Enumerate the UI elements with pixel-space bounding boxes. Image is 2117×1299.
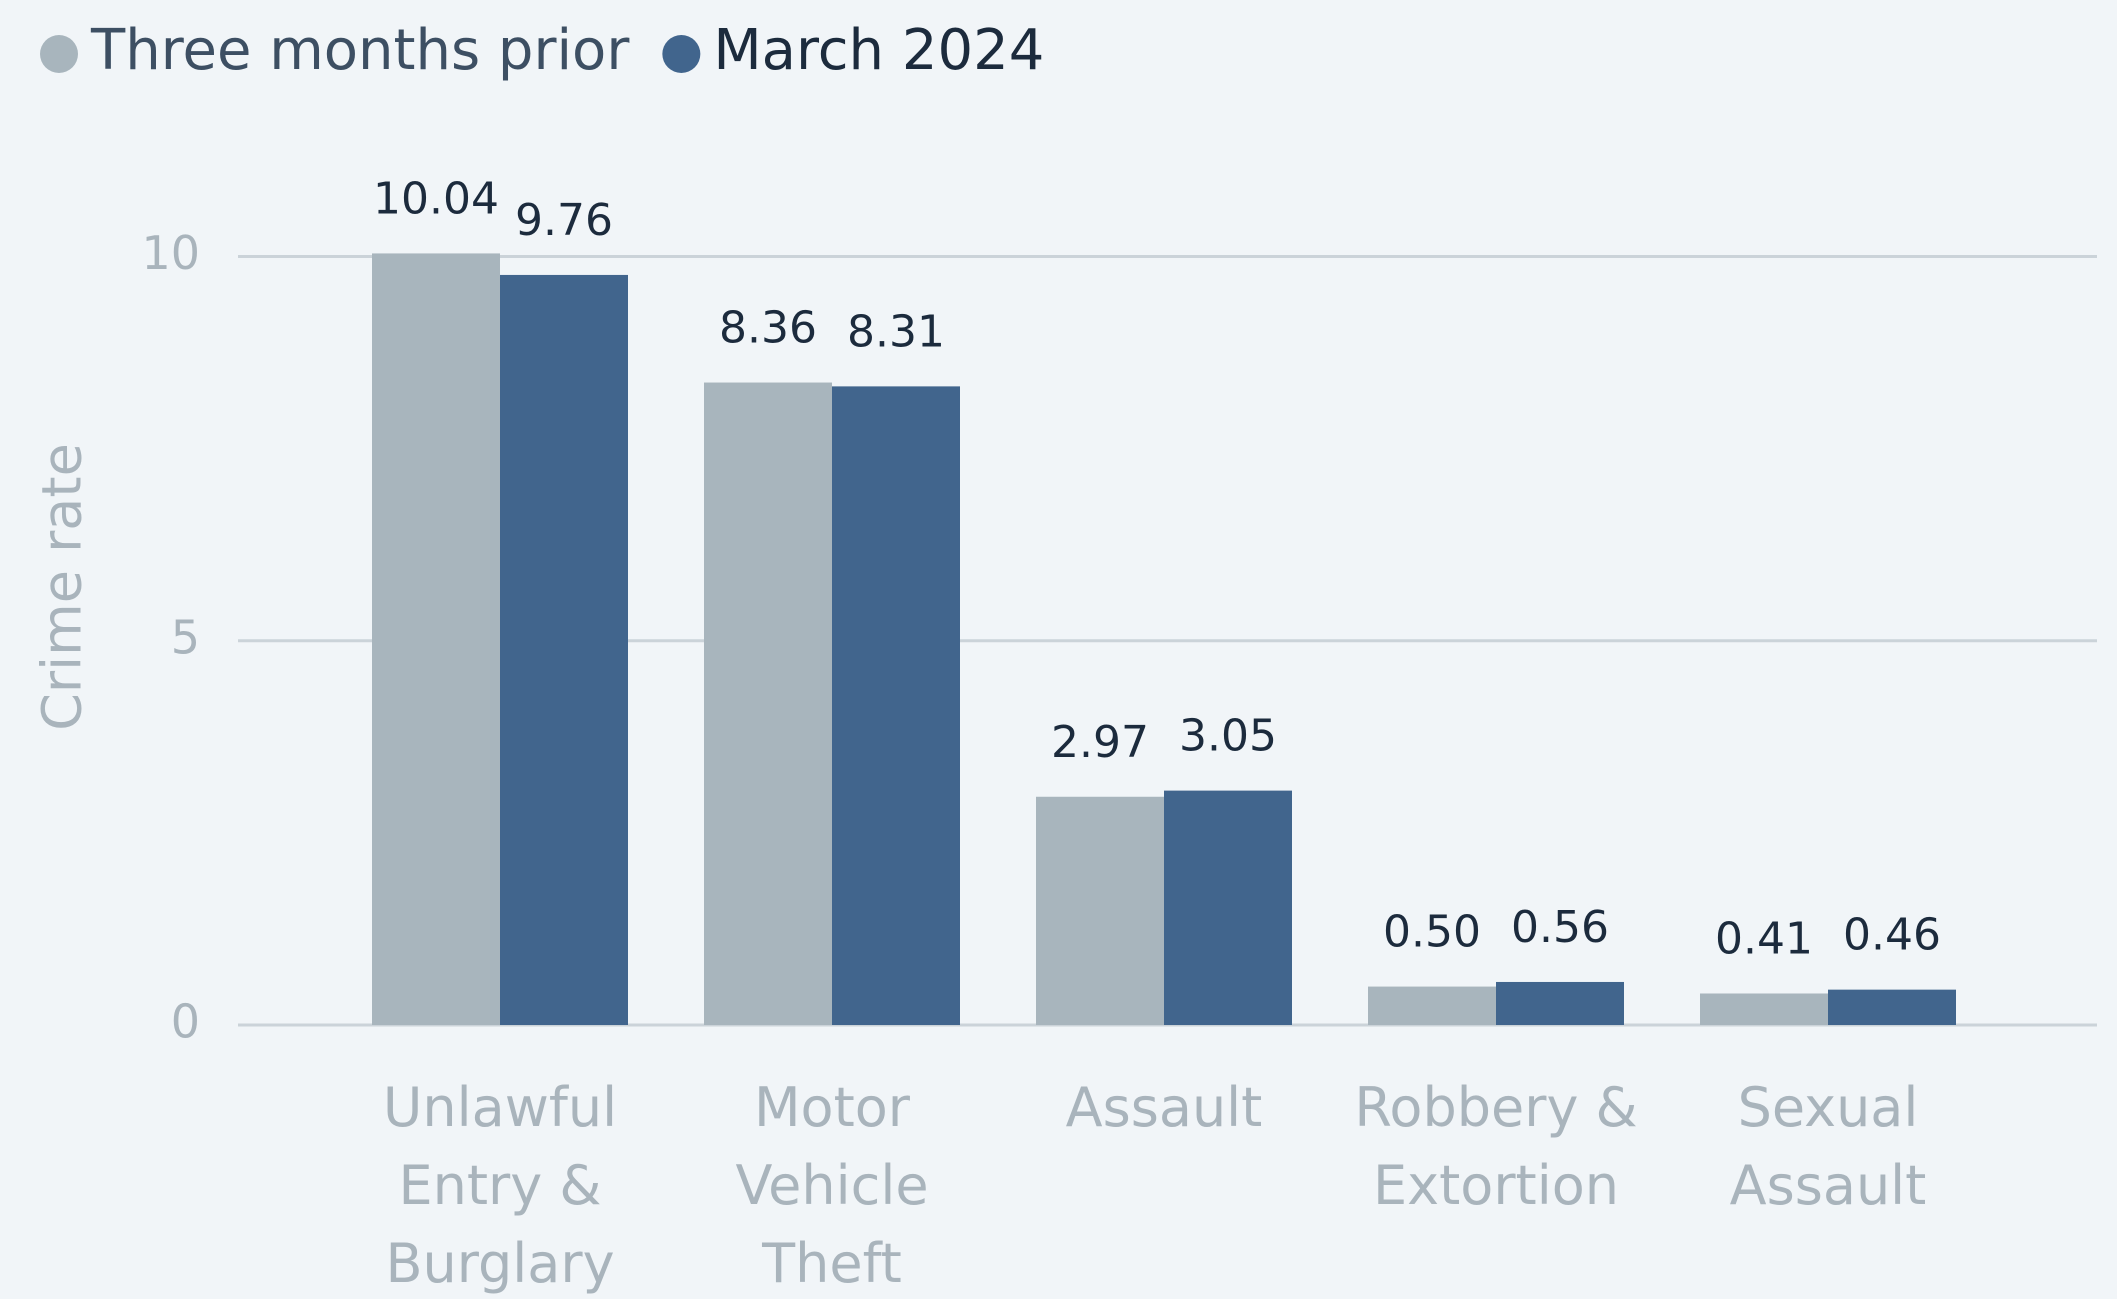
data-label: 10.04 bbox=[373, 173, 499, 224]
x-tick-label-line: Unlawful bbox=[383, 1076, 617, 1139]
data-label: 2.97 bbox=[1051, 717, 1149, 768]
bar bbox=[1164, 790, 1292, 1025]
data-label: 8.36 bbox=[719, 303, 817, 354]
data-label: 3.05 bbox=[1179, 711, 1277, 762]
x-tick-label-line: Burglary bbox=[385, 1232, 614, 1295]
legend-marker bbox=[40, 35, 78, 73]
x-tick-label-line: Robbery & bbox=[1354, 1076, 1637, 1139]
y-tick-label: 10 bbox=[141, 226, 200, 280]
x-tick-label: Assault bbox=[1066, 1076, 1263, 1139]
bar bbox=[1368, 986, 1496, 1025]
x-tick-label: Unlawful Entry & Burglary bbox=[383, 1076, 617, 1295]
y-tick-label: 0 bbox=[171, 995, 200, 1049]
x-tick-label: Robbery & Extortion bbox=[1354, 1076, 1637, 1217]
data-label: 0.46 bbox=[1843, 910, 1941, 961]
x-tick-label-line: Motor bbox=[754, 1076, 911, 1139]
x-tick-label-line: Extortion bbox=[1373, 1154, 1619, 1217]
bar bbox=[372, 253, 500, 1025]
bar bbox=[832, 386, 960, 1026]
x-tick-label-line: Assault bbox=[1730, 1154, 1927, 1217]
data-label: 9.76 bbox=[515, 195, 613, 246]
x-tick-label: Sexual Assault bbox=[1730, 1076, 1927, 1217]
bar bbox=[1828, 989, 1956, 1025]
data-label: 8.31 bbox=[847, 306, 945, 357]
x-tick-label-line: Sexual bbox=[1738, 1076, 1919, 1139]
x-tick-label-line: Entry & bbox=[399, 1154, 602, 1217]
x-tick-label-line: Vehicle bbox=[735, 1154, 928, 1217]
bar bbox=[1700, 993, 1828, 1025]
legend-label: March 2024 bbox=[713, 18, 1044, 83]
x-tick-label-line: Assault bbox=[1066, 1076, 1263, 1139]
bar bbox=[704, 382, 832, 1025]
data-label: 0.56 bbox=[1511, 902, 1609, 953]
x-tick-label: Motor Vehicle Theft bbox=[735, 1076, 928, 1295]
legend-marker bbox=[662, 35, 701, 73]
data-label: 0.50 bbox=[1383, 907, 1481, 958]
bar bbox=[1036, 796, 1164, 1025]
legend-label: Three months prior bbox=[90, 18, 630, 83]
y-axis-label: Crime rate bbox=[31, 443, 94, 731]
data-label: 0.41 bbox=[1715, 913, 1813, 964]
bar bbox=[1496, 981, 1624, 1025]
x-tick-label-line: Theft bbox=[761, 1232, 902, 1295]
y-tick-label: 5 bbox=[171, 610, 200, 664]
bar bbox=[500, 274, 628, 1026]
